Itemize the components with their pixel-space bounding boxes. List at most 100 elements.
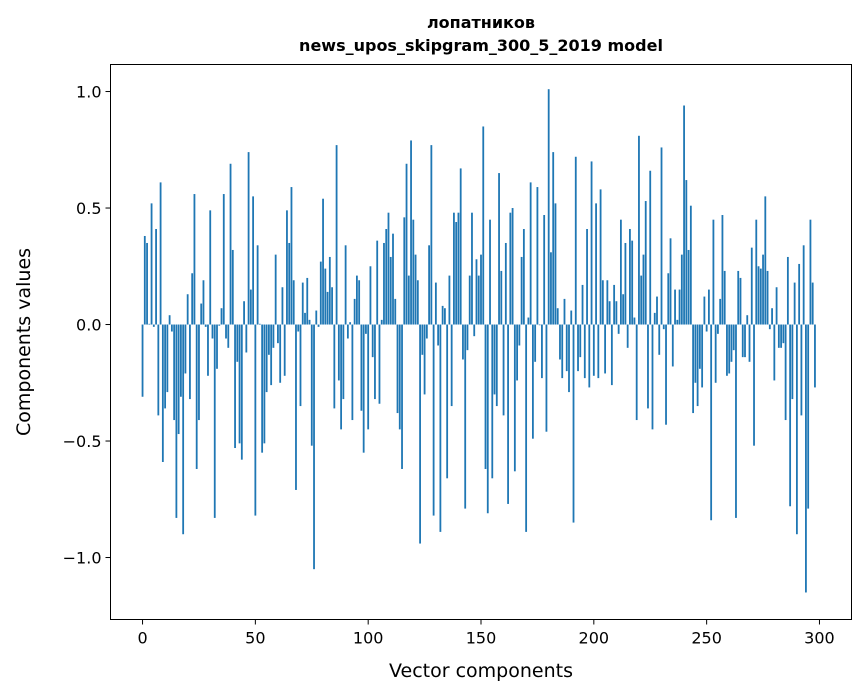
bar [351, 324, 354, 421]
bar [360, 324, 363, 411]
bar [462, 324, 464, 360]
bar [231, 249, 234, 325]
bar [254, 324, 257, 516]
bar [263, 324, 266, 444]
bar [710, 324, 713, 521]
bar [295, 324, 297, 490]
bar [635, 324, 638, 421]
bar [437, 324, 440, 346]
bar [464, 324, 467, 509]
bar [597, 324, 600, 379]
bar [795, 324, 798, 535]
bar [150, 203, 153, 325]
bar [665, 324, 667, 425]
bar [707, 289, 710, 325]
bar [448, 275, 451, 325]
bar [148, 323, 151, 325]
bar [784, 324, 787, 421]
bar [680, 254, 683, 325]
bar [545, 324, 548, 432]
bar [513, 324, 516, 472]
bar [541, 324, 543, 379]
bar [685, 180, 688, 325]
y-tick-label: 0.5 [76, 199, 101, 218]
bar [739, 277, 742, 325]
bar [403, 217, 406, 325]
bar [726, 324, 728, 376]
bar [428, 245, 431, 325]
bar [369, 266, 372, 325]
bar [252, 196, 255, 325]
bar [234, 324, 236, 449]
bar [744, 324, 746, 358]
bar [746, 315, 749, 325]
bar [543, 215, 546, 325]
bar [565, 324, 568, 372]
bar [633, 317, 636, 325]
bar [367, 324, 370, 430]
bar [200, 303, 203, 325]
bar [213, 324, 216, 518]
bar [306, 277, 309, 325]
bar [346, 324, 349, 339]
bar [258, 323, 261, 325]
bar [617, 324, 620, 334]
x-axis-label: Vector components [389, 660, 573, 682]
bar [642, 254, 645, 325]
bar [522, 228, 525, 325]
bar [717, 324, 719, 334]
bar [227, 324, 230, 348]
bar [653, 312, 656, 325]
bar [737, 270, 740, 325]
bar [626, 324, 629, 348]
bar [667, 273, 670, 325]
bar [581, 284, 584, 325]
bar [286, 210, 288, 325]
bar [288, 242, 291, 325]
bar [319, 261, 322, 325]
bar [809, 219, 812, 325]
bar [509, 212, 512, 325]
bar [146, 242, 148, 325]
bar [283, 324, 286, 376]
bar [780, 324, 783, 348]
bar [202, 280, 205, 325]
x-tick-label: 100 [353, 629, 384, 648]
bar [610, 324, 613, 386]
bar [622, 294, 625, 325]
bar [712, 219, 715, 325]
bar [281, 287, 284, 325]
y-tick-label: 0.0 [76, 316, 101, 335]
bar [748, 324, 751, 362]
bar [556, 308, 559, 325]
bar [764, 196, 767, 325]
bar [638, 135, 640, 325]
bar [457, 212, 460, 325]
bar [525, 324, 528, 532]
bar [534, 324, 537, 362]
bar [800, 324, 803, 416]
bar [328, 256, 331, 325]
bar [629, 228, 631, 325]
bar [220, 308, 223, 325]
bar [443, 308, 446, 325]
bar [651, 324, 654, 430]
bar [723, 270, 726, 325]
bar [586, 228, 588, 325]
bar [261, 324, 264, 453]
bar [270, 324, 273, 386]
bars-group [141, 89, 816, 593]
bar [599, 189, 602, 325]
bar [552, 152, 555, 325]
bar [807, 324, 810, 509]
bar [574, 156, 577, 325]
bar [502, 324, 505, 416]
bar [166, 324, 169, 393]
bar [143, 235, 146, 325]
bar [240, 324, 243, 460]
bar [416, 280, 419, 325]
y-axis-label: Components values [13, 248, 35, 436]
bar [419, 324, 421, 544]
bar [475, 259, 478, 325]
